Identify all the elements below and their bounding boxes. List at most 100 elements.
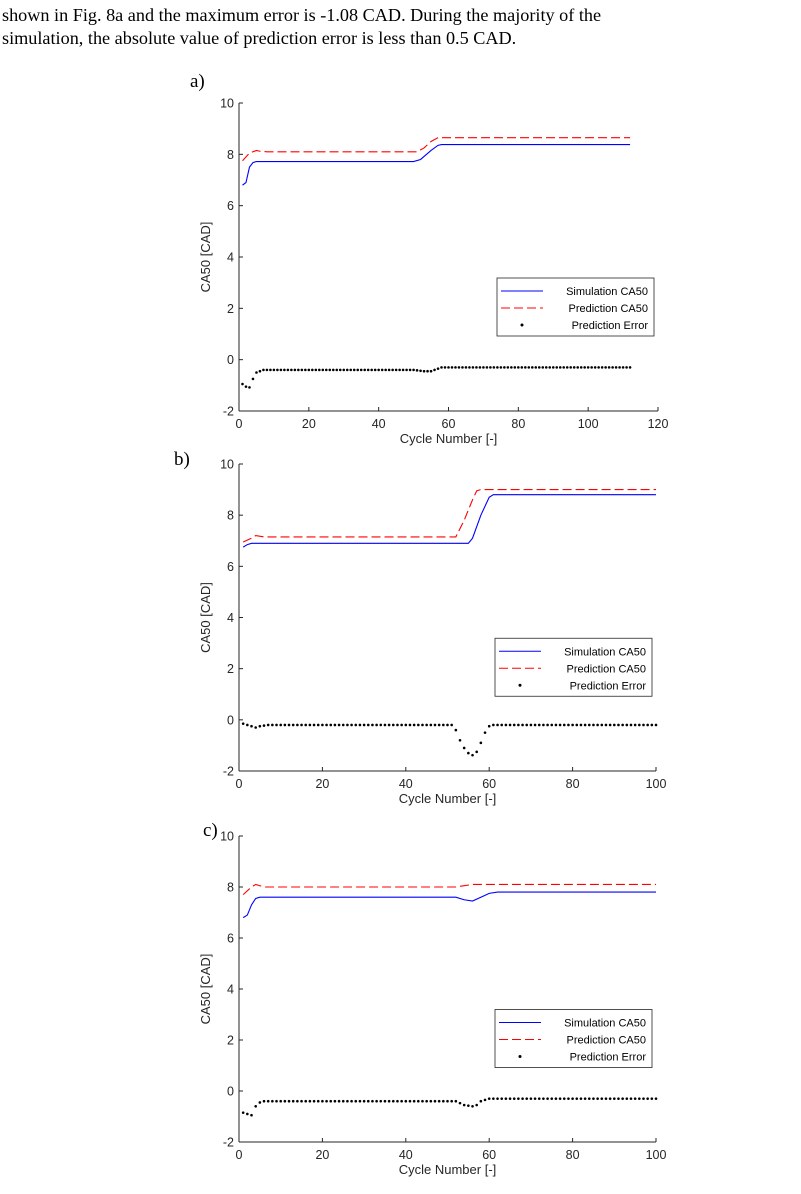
error-point [613,1097,616,1100]
x-tick-label: 0 [236,417,243,431]
error-point [400,1099,403,1103]
error-point [600,366,604,369]
error-point [250,1113,253,1117]
error-point [271,723,274,727]
error-point [562,366,566,369]
x-axis-label: Cycle Number [-] [399,1162,497,1177]
error-point [254,1105,257,1108]
error-point [587,723,591,727]
y-tick-label: -2 [223,405,234,419]
error-point [446,1099,449,1103]
error-point [265,368,269,372]
error-point [304,368,307,372]
error-point [408,723,412,727]
error-point [296,1099,299,1103]
error-point [266,1099,270,1103]
error-point [554,1097,558,1100]
error-point [366,723,370,727]
error-point [429,369,433,373]
error-point [504,1097,508,1100]
error-point [350,1099,353,1103]
error-point [628,366,632,369]
error-point [537,366,541,369]
error-point [617,723,620,727]
error-point [529,723,533,727]
error-point [485,366,489,369]
error-point [331,368,335,372]
error-point [244,385,248,388]
y-axis-label: CA50 [CAD] [198,582,213,653]
error-point [625,1097,629,1100]
series-simulation-ca50 [242,891,656,919]
panel-label: c) [203,820,218,841]
error-point [425,1099,428,1103]
error-point [354,723,358,727]
y-tick-label: 2 [227,662,234,676]
error-point [479,741,483,745]
series-prediction-ca50 [242,489,656,543]
error-point [316,1099,320,1103]
error-point [333,1099,337,1103]
error-point [318,368,321,372]
error-point [262,368,265,372]
error-point [325,723,328,727]
y-axis-label: CA50 [CAD] [198,222,213,293]
legend: Simulation CA50 Prediction CA50 Prediction… [494,1009,653,1068]
error-point [600,723,604,727]
x-tick-label: 40 [399,777,413,791]
paragraph-line-1: shown in Fig. 8a and the maximum error i… [2,5,602,25]
error-point [356,368,360,372]
error-point [391,723,395,727]
error-point [262,1099,266,1103]
error-point [396,1099,399,1103]
error-point [440,366,443,369]
error-point [442,723,445,727]
legend-label: Prediction Error [570,680,647,692]
error-point [633,1097,637,1100]
error-point [258,369,262,373]
error-point [316,723,320,727]
legend-box [494,637,653,697]
error-point [542,723,545,727]
x-tick-label: 80 [511,417,525,431]
error-point [454,1099,458,1103]
legend: Simulation CA50 Prediction CA50 Prediction… [496,277,655,337]
error-point [307,368,311,372]
error-point [370,368,373,372]
error-point [446,723,449,727]
error-point [246,723,249,727]
error-point [482,366,485,369]
error-point [342,368,346,372]
panel-label: b) [174,449,190,470]
error-point [405,368,408,372]
y-tick-label: 8 [227,148,234,162]
error-point [629,1097,633,1100]
error-point [275,723,278,727]
error-point [258,724,262,728]
error-point [338,368,342,372]
error-point [597,366,600,369]
error-point [391,1099,395,1103]
y-tick-label: 8 [227,509,234,523]
error-point [550,723,554,727]
error-point [534,366,538,369]
error-point [271,1099,274,1103]
error-point [371,1099,374,1103]
error-point [583,723,587,727]
error-point [483,731,487,734]
error-point [314,368,318,372]
error-point [461,366,464,369]
error-point [375,1099,378,1103]
legend-marker [518,683,522,687]
error-point [654,1097,658,1100]
error-point [579,1097,583,1100]
error-point [621,1097,624,1100]
error-point [328,368,332,372]
error-point [492,723,495,727]
error-point [398,368,401,372]
error-point [475,1103,478,1107]
error-point [412,1099,416,1103]
error-point [286,368,290,372]
error-point [345,368,349,372]
